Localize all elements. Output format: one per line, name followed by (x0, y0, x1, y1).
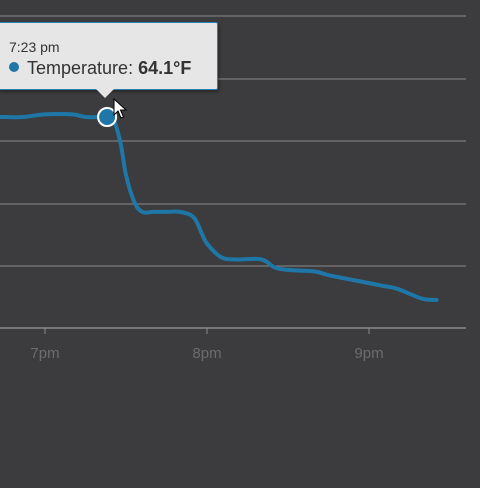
x-tick-label: 8pm (192, 345, 221, 362)
mouse-pointer-icon (113, 98, 127, 119)
tooltip-separator: : (128, 58, 134, 78)
tooltip-series-name: Temperature (27, 58, 129, 78)
tooltip-row: Temperature: 64.1°F (9, 58, 191, 79)
x-axis-ticks: 7pm 8pm 9pm (30, 328, 384, 362)
x-tick-label: 7pm (30, 345, 59, 362)
tooltip: 7:23 pm Temperature: 64.1°F (0, 22, 218, 90)
marker-layer (97, 107, 118, 127)
x-tick-label: 9pm (354, 345, 383, 362)
tooltip-pointer (96, 89, 114, 98)
series-line-temperature (0, 112, 439, 302)
series-dot-icon (9, 62, 19, 72)
tooltip-time: 7:23 pm (9, 39, 60, 55)
highlighted-point-marker[interactable] (97, 107, 118, 127)
series-layer (0, 112, 439, 302)
tooltip-value: 64.1°F (138, 58, 192, 78)
